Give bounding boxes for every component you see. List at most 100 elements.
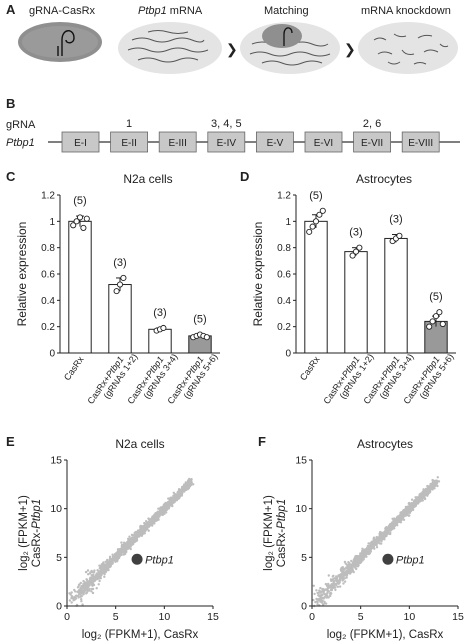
- gene-point: [350, 559, 353, 563]
- x-tick-label: 0: [64, 611, 70, 623]
- gene-point: [323, 600, 326, 603]
- gene-point: [126, 541, 130, 544]
- panel-a: A gRNA-CasRx Ptbp1 mRNA Matching mRNA kn…: [6, 2, 458, 74]
- y-axis-label: log₂ (FPKM+1)CasRx-Ptbp1: [18, 495, 43, 571]
- y-tick-label: 0.8: [277, 243, 291, 254]
- gene-point: [341, 579, 344, 582]
- y-tick-label: 0.4: [41, 296, 55, 307]
- gene-point: [380, 538, 384, 541]
- y-tick-label: 0.6: [277, 270, 291, 281]
- data-point: [319, 207, 326, 214]
- gene-point: [358, 555, 361, 558]
- gene-point: [388, 528, 392, 531]
- gene-point: [153, 519, 156, 522]
- gene-point: [336, 585, 340, 588]
- exon-label: E-VII: [361, 138, 383, 149]
- data-point: [349, 252, 356, 259]
- gene-point: [348, 567, 351, 570]
- gene-point: [95, 587, 98, 590]
- gene-point: [159, 511, 163, 514]
- gene-point: [171, 497, 174, 500]
- gene-point: [156, 512, 159, 515]
- y-tick-label: 10: [50, 503, 62, 515]
- gene-point: [152, 521, 155, 524]
- stage-2-label: Ptbp1 mRNA: [138, 5, 203, 17]
- x-tick-label: 5: [113, 611, 119, 623]
- gene-point: [363, 548, 366, 551]
- gene-point: [417, 496, 420, 499]
- gene-point: [337, 574, 340, 577]
- gene-point: [380, 535, 383, 538]
- data-point: [203, 334, 210, 341]
- gene-point: [372, 539, 375, 542]
- chart-title: Astrocytes: [357, 437, 413, 451]
- gene-point: [336, 576, 339, 580]
- y-tick-label: 15: [50, 455, 62, 467]
- n-label: (5): [429, 291, 442, 303]
- exon-label: E-I: [74, 138, 87, 149]
- y-tick-label: 0.2: [277, 322, 291, 333]
- bar: [148, 328, 172, 354]
- exon-box: [158, 131, 197, 153]
- gene-point: [386, 531, 389, 534]
- gene-point: [188, 482, 192, 485]
- gene-point: [139, 533, 142, 536]
- stage-2-label-rest: mRNA: [167, 5, 203, 17]
- gene-point: [115, 558, 118, 562]
- gene-point: [162, 503, 165, 507]
- gene-point: [74, 590, 77, 593]
- gene-point: [114, 560, 117, 563]
- y-tick-label: 1.2: [277, 191, 291, 202]
- gene-point: [128, 539, 131, 542]
- exon-box: [401, 131, 440, 153]
- y-tick-label: 0: [285, 349, 291, 360]
- gene-point: [70, 596, 74, 600]
- gene-point: [375, 538, 378, 541]
- gene-point: [77, 596, 80, 599]
- data-point: [439, 320, 446, 328]
- y-tick-label: 0.4: [277, 296, 291, 307]
- gene-point: [77, 585, 80, 588]
- gene-point: [180, 487, 183, 491]
- gene-point: [362, 556, 365, 560]
- x-tick-label: 15: [452, 611, 464, 623]
- panel-d-bar-chart: D Astrocytes 0 0.2 0.4 0.6 0.8 1 1.2 Relative exp…: [240, 169, 456, 406]
- stage-1-label: gRNA-CasRx: [29, 5, 96, 17]
- gene-point: [368, 547, 371, 550]
- chart-title: N2a cells: [123, 172, 172, 186]
- gene-point: [75, 594, 78, 597]
- casrx-complex-illustration: [18, 22, 102, 62]
- grna-site-label: 2, 6: [363, 118, 381, 130]
- category-label: CasRx: [62, 354, 86, 382]
- exon-label: E-VI: [314, 138, 333, 149]
- gene-point: [321, 603, 325, 606]
- gene-point: [352, 565, 355, 568]
- gene-point: [393, 524, 396, 527]
- gene-point: [357, 563, 360, 566]
- gene-point: [361, 550, 364, 553]
- gene-point: [430, 486, 433, 490]
- gene-point: [312, 598, 315, 602]
- gene-point: [141, 525, 144, 528]
- gene-point: [349, 570, 353, 574]
- gene-point: [320, 593, 323, 596]
- gene-point: [361, 547, 364, 550]
- gene-point: [335, 582, 338, 586]
- gene-point: [338, 585, 342, 588]
- gene-point: [91, 587, 95, 591]
- category-label: CasRx: [298, 354, 322, 382]
- gene-point: [80, 600, 83, 603]
- gene-point: [121, 546, 124, 550]
- gene-point: [146, 523, 149, 527]
- gene-point: [104, 565, 107, 568]
- gene-point: [370, 546, 374, 549]
- gene-point: [111, 560, 114, 564]
- gene-point: [422, 493, 425, 497]
- gene-point: [95, 577, 98, 580]
- gene-point: [312, 584, 315, 587]
- gene-point: [436, 476, 439, 479]
- gene-point: [98, 564, 101, 567]
- highlight-point: [382, 553, 394, 565]
- gene-point: [120, 541, 123, 544]
